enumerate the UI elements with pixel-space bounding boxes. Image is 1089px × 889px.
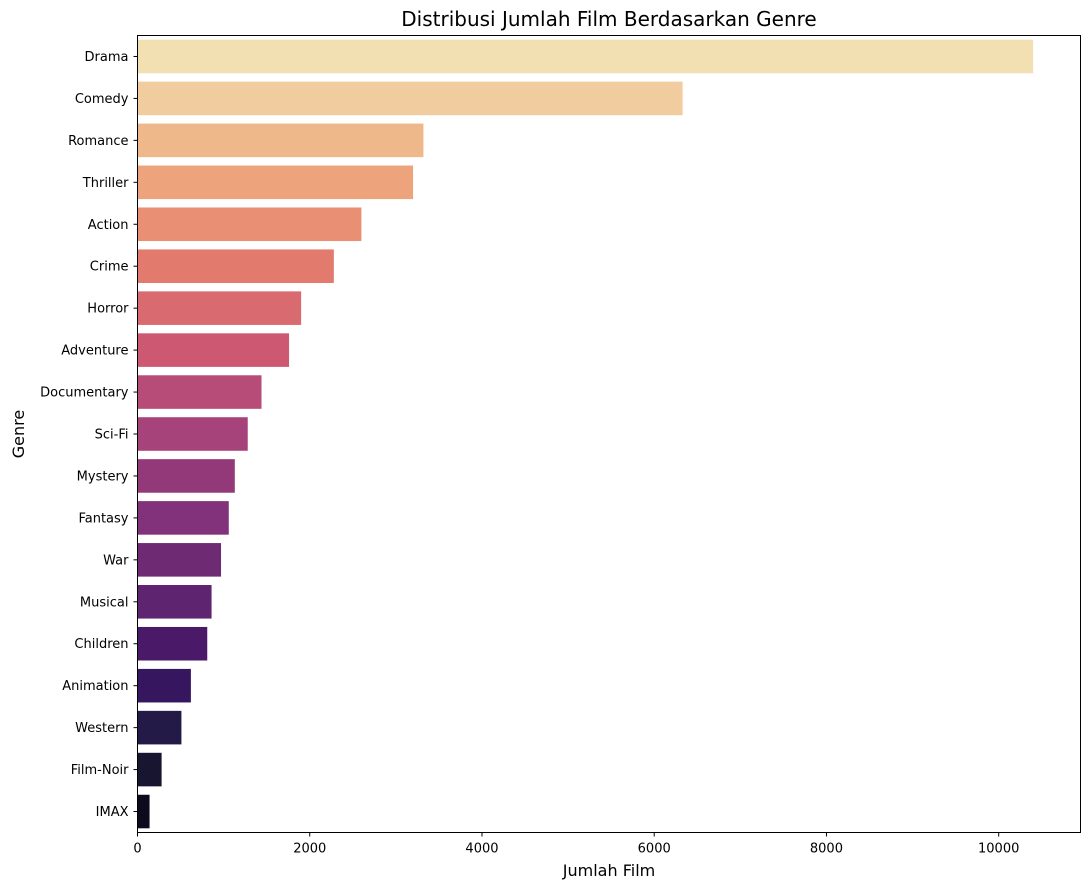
- bar-children: [137, 626, 208, 661]
- bar-fantasy: [137, 501, 229, 535]
- x-tick-label: 10000: [978, 842, 1019, 857]
- y-tick-label: Sci-Fi: [95, 428, 129, 443]
- y-tick-label: War: [103, 553, 129, 568]
- chart-title: Distribusi Jumlah Film Berdasarkan Genre: [401, 7, 816, 31]
- y-tick-label: Documentary: [40, 386, 129, 401]
- bar-war: [137, 543, 222, 577]
- bar-musical: [137, 585, 212, 619]
- x-tick-label: 0: [133, 842, 141, 857]
- bars-group: [137, 39, 1034, 829]
- x-tick-label: 2000: [293, 842, 326, 857]
- y-tick-label: Mystery: [77, 469, 129, 484]
- bar-thriller: [137, 165, 414, 200]
- x-tick-label: 6000: [638, 842, 671, 857]
- y-tick-label: Action: [88, 218, 129, 233]
- bar-action: [137, 207, 362, 242]
- bar-animation: [137, 668, 191, 703]
- bar-sci-fi: [137, 417, 248, 451]
- y-tick-label: Children: [74, 637, 128, 652]
- y-tick-label: Fantasy: [78, 511, 128, 526]
- y-tick-label: Musical: [80, 595, 129, 610]
- y-tick-label: Animation: [62, 679, 128, 694]
- x-tick-label: 8000: [810, 842, 843, 857]
- bar-documentary: [137, 375, 262, 409]
- bar-adventure: [137, 333, 290, 367]
- y-tick-label: Thriller: [82, 176, 129, 191]
- y-tick-label: Film-Noir: [71, 763, 129, 778]
- axes-frame: [137, 35, 1081, 833]
- bar-comedy: [137, 81, 683, 116]
- y-axis-label: Genre: [9, 410, 28, 458]
- bar-mystery: [137, 459, 235, 493]
- y-tick-label: Drama: [85, 50, 129, 65]
- y-tick-label: Crime: [90, 260, 129, 275]
- bar-film-noir: [137, 752, 162, 787]
- bar-drama: [137, 39, 1034, 74]
- x-tick-labels: 0 2000 4000 6000 8000 10000: [133, 832, 1019, 857]
- y-tick-label: Romance: [68, 134, 128, 149]
- y-tick-label: Adventure: [61, 344, 128, 359]
- y-tick-labels: Drama Comedy Romance Thriller Action Crime Hor…: [40, 50, 138, 820]
- bar-western: [137, 710, 182, 745]
- bar-crime: [137, 249, 334, 283]
- y-tick-label: Western: [75, 721, 128, 736]
- y-tick-label: IMAX: [96, 805, 129, 820]
- y-tick-label: Horror: [87, 302, 129, 317]
- bar-imax: [137, 794, 150, 829]
- x-tick-label: 4000: [465, 842, 498, 857]
- x-axis-label: Jumlah Film: [562, 861, 655, 880]
- bar-romance: [137, 123, 424, 158]
- bar-horror: [137, 291, 302, 325]
- y-tick-label: Comedy: [75, 92, 129, 107]
